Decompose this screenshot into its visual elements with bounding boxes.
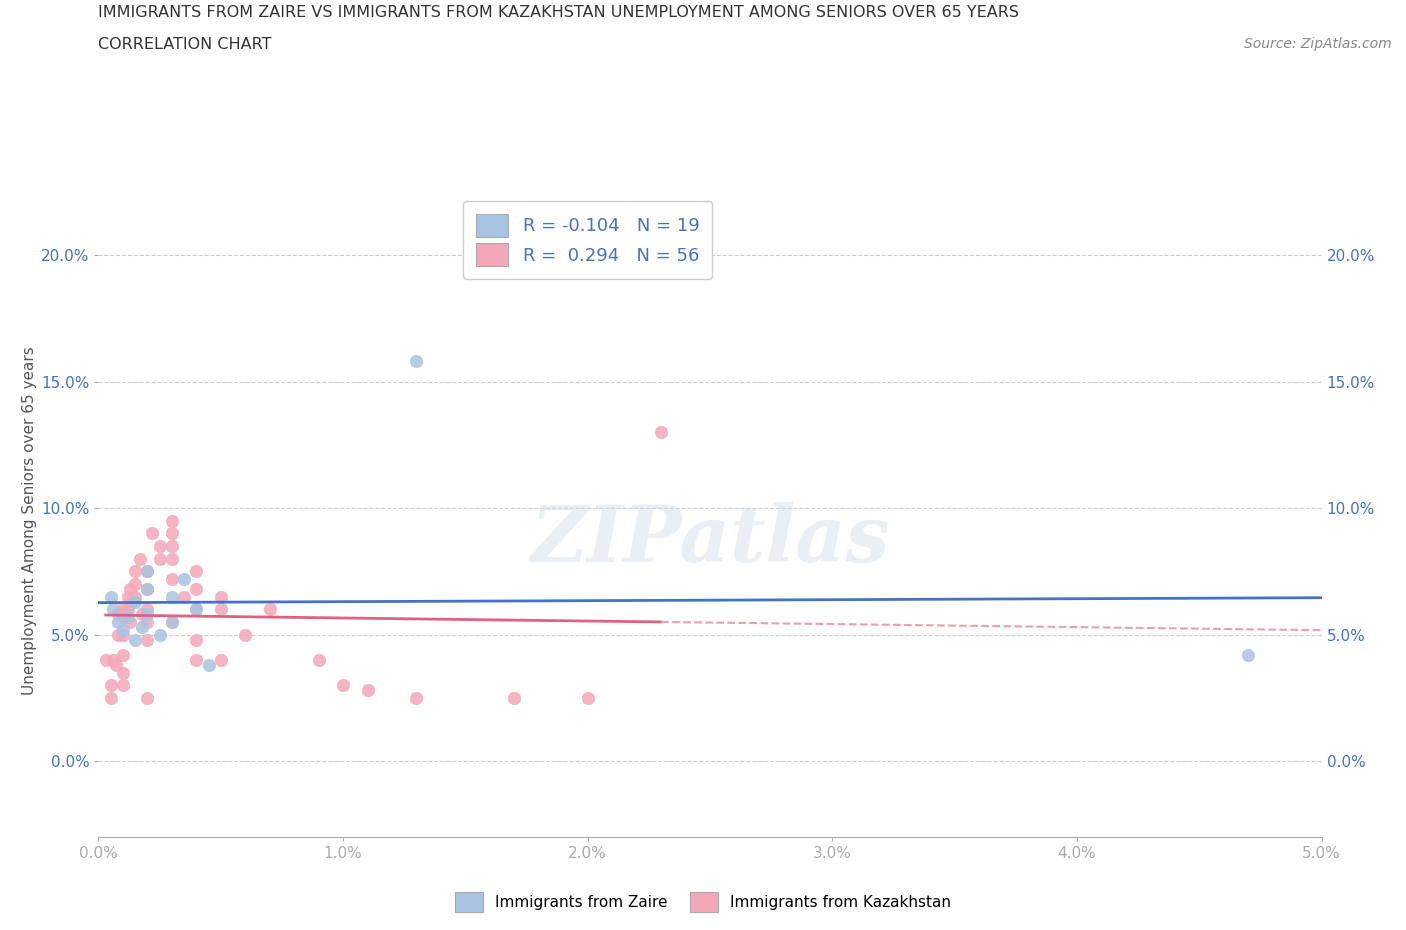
Point [101,602,124,617]
Point [209,602,232,617]
Point [186,564,208,578]
Legend: Immigrants from Zaire, Immigrants from Kazakhstan: Immigrants from Zaire, Immigrants from K… [449,886,957,918]
Point [209,653,232,668]
Point [160,615,183,630]
Point [104,658,127,672]
Point [259,602,281,617]
Point [131,607,153,622]
Point [186,602,208,617]
Point [111,627,134,642]
Point [233,627,256,642]
Point [136,615,159,630]
Legend: R = -0.104   N = 19, R =  0.294   N = 56: R = -0.104 N = 19, R = 0.294 N = 56 [463,201,713,279]
Point [576,690,599,705]
Point [111,647,134,662]
Point [111,602,134,617]
Point [160,551,183,566]
Point [101,653,124,668]
Point [149,551,172,566]
Point [405,690,427,705]
Point [94,653,117,668]
Text: CORRELATION CHART: CORRELATION CHART [98,37,271,52]
Point [186,653,208,668]
Point [124,594,146,609]
Point [124,632,146,647]
Point [136,607,159,622]
Point [100,690,122,705]
Point [160,615,183,630]
Point [117,609,139,624]
Point [100,678,122,693]
Point [124,590,146,604]
Point [120,581,142,596]
Point [136,690,159,705]
Point [107,615,129,630]
Point [405,354,427,369]
Point [149,627,172,642]
Point [332,678,354,693]
Point [136,602,159,617]
Text: Source: ZipAtlas.com: Source: ZipAtlas.com [1244,37,1392,51]
Point [120,615,142,630]
Text: ZIPatlas: ZIPatlas [530,501,890,578]
Point [136,581,159,596]
Point [100,590,122,604]
Point [111,622,134,637]
Point [160,590,183,604]
Point [149,538,172,553]
Point [186,632,208,647]
Point [160,513,183,528]
Point [136,581,159,596]
Y-axis label: Unemployment Among Seniors over 65 years: Unemployment Among Seniors over 65 years [22,347,38,696]
Point [308,653,330,668]
Point [124,577,146,591]
Point [131,619,153,634]
Point [186,602,208,617]
Text: IMMIGRANTS FROM ZAIRE VS IMMIGRANTS FROM KAZAKHSTAN UNEMPLOYMENT AMONG SENIORS O: IMMIGRANTS FROM ZAIRE VS IMMIGRANTS FROM… [98,5,1019,20]
Point [160,538,183,553]
Point [160,572,183,587]
Point [117,590,139,604]
Point [136,632,159,647]
Point [186,581,208,596]
Point [209,590,232,604]
Point [129,551,152,566]
Point [124,564,146,578]
Point [136,564,159,578]
Point [197,658,219,672]
Point [111,609,134,624]
Point [173,572,195,587]
Point [136,564,159,578]
Point [650,425,672,440]
Point [503,690,526,705]
Point [160,526,183,541]
Point [120,597,142,612]
Point [141,526,163,541]
Point [107,607,129,622]
Point [111,665,134,680]
Point [117,602,139,617]
Point [111,678,134,693]
Point [1237,647,1260,662]
Point [173,590,195,604]
Point [107,627,129,642]
Point [356,683,378,698]
